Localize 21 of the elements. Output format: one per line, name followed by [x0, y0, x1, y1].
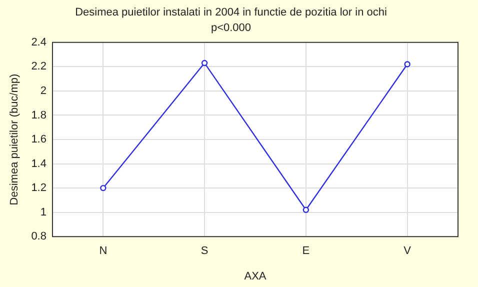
chart-subtitle: p<0.000 [210, 22, 252, 34]
y-tick-label: 0.8 [31, 230, 46, 243]
y-tick-label: 1.6 [31, 134, 46, 146]
y-tick-label: 1 [40, 206, 46, 218]
y-axis-title: Desimea puietilor (buc/mp) [8, 74, 21, 206]
y-tick-label: 1.8 [31, 109, 46, 122]
x-tick-label: V [404, 245, 412, 258]
point [404, 61, 410, 68]
point [302, 206, 310, 213]
point [201, 60, 208, 66]
x-tick-label: N [99, 245, 108, 258]
x-tick-label: E [302, 245, 310, 258]
point [100, 184, 106, 192]
x-axis-title: AXA [244, 270, 267, 282]
y-tick-label: 2.4 [31, 36, 46, 48]
y-tick-label: 2 [40, 84, 46, 97]
x-tick-label: S [200, 245, 208, 258]
y-tick-label: 1.2 [31, 182, 46, 194]
y-tick-label: 2.2 [31, 60, 46, 73]
chart-title: Desimea puietilor instalati in 2004 in functie de pozitia lor in ochi [75, 6, 387, 19]
y-tick-label: 1.4 [31, 158, 46, 170]
